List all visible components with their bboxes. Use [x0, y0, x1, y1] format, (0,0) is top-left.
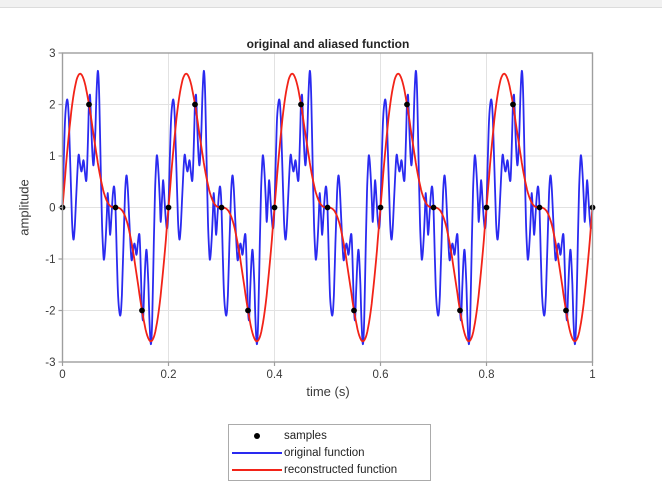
y-tick-label: -2: [45, 306, 55, 318]
reconstructed-line-icon: [229, 468, 284, 471]
y-axis-label: amplitude: [16, 179, 32, 236]
legend-box: samples original function reconstructed …: [228, 424, 431, 481]
y-tick-label: 0: [49, 203, 55, 215]
sample-dot: [192, 101, 198, 108]
sample-dot: [536, 204, 543, 211]
x-tick-label: 1: [589, 369, 595, 381]
sample-dot: [324, 204, 331, 211]
chart-title: original and aliased function: [246, 37, 410, 51]
sample-dot: [404, 101, 410, 108]
original-line-icon: [229, 451, 284, 454]
sample-dot: [245, 307, 251, 314]
y-tick-label: -1: [45, 254, 55, 266]
sample-dot: [86, 101, 92, 108]
legend-label-reconstructed: reconstructed function: [284, 463, 398, 476]
x-tick-label: 0.4: [267, 369, 284, 381]
sample-dot: [112, 204, 119, 211]
sample-dot: [218, 204, 225, 211]
sample-dot: [271, 204, 278, 211]
samples-dot-icon: [229, 432, 284, 439]
legend-label-original: original function: [284, 446, 365, 459]
sample-dot: [377, 204, 384, 211]
legend-label-samples: samples: [284, 429, 327, 442]
sample-dot: [457, 307, 463, 314]
sample-dot: [298, 101, 304, 108]
x-tick-label: 0.8: [479, 369, 495, 381]
legend-row-original: original function: [229, 444, 430, 461]
sample-dot: [483, 204, 490, 211]
y-tick-label: 3: [49, 48, 55, 60]
sample-dot: [139, 307, 145, 314]
y-tick-label: -3: [45, 357, 55, 369]
window-top-strip: [0, 0, 662, 8]
sample-dot: [165, 204, 172, 211]
legend-row-reconstructed: reconstructed function: [229, 461, 430, 478]
x-tick-label: 0: [59, 369, 65, 381]
sample-dot: [430, 204, 437, 211]
sample-dot: [510, 101, 516, 108]
legend-row-samples: samples: [229, 427, 430, 444]
x-tick-label: 0.6: [373, 369, 389, 381]
y-tick-label: 1: [49, 151, 55, 163]
y-tick-label: 2: [49, 100, 55, 112]
x-axis-label: time (s): [306, 384, 350, 399]
sample-dot: [563, 307, 569, 314]
x-tick-label: 0.2: [161, 369, 177, 381]
sample-dot: [351, 307, 357, 314]
